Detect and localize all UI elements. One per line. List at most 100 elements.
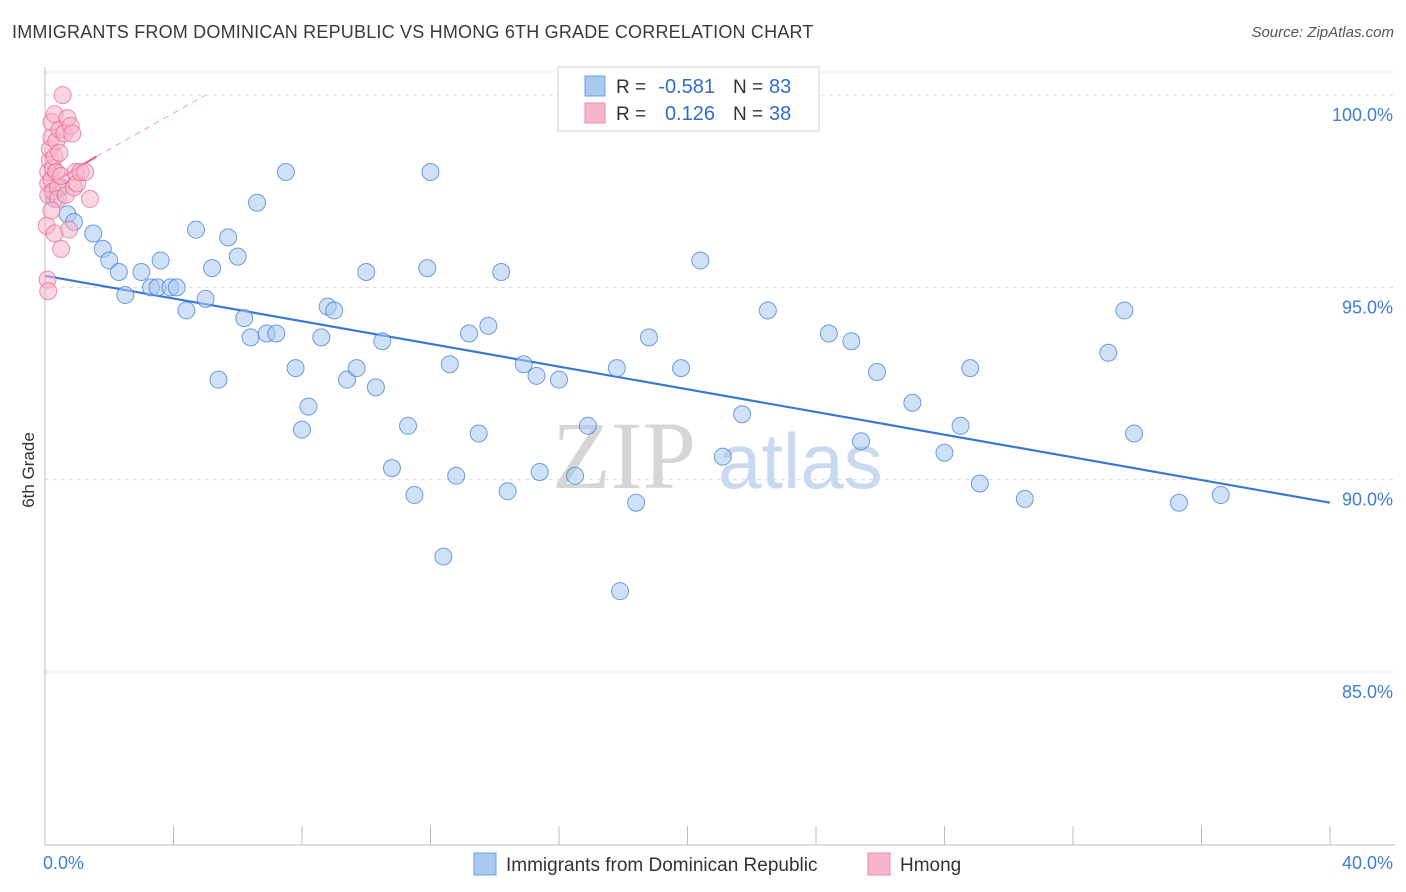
point-dominican	[961, 359, 980, 378]
y-axis-label: 6th Grade	[19, 432, 38, 508]
y-tick-label: 100.0%	[1332, 105, 1393, 125]
point-dominican	[337, 370, 356, 389]
point-hmong	[60, 220, 79, 239]
point-dominican	[691, 251, 710, 270]
point-dominican	[868, 362, 887, 381]
point-dominican	[578, 416, 597, 435]
point-hmong	[76, 162, 95, 181]
point-dominican	[399, 416, 418, 435]
point-dominican	[672, 359, 691, 378]
point-dominican	[248, 193, 267, 212]
point-dominican	[607, 359, 626, 378]
legend: Immigrants from Dominican Republic Hmong	[473, 852, 961, 876]
stats-r-label-1: R =	[616, 77, 646, 98]
point-dominican	[440, 355, 459, 374]
point-dominican	[970, 474, 989, 493]
legend-label-hmong: Hmong	[900, 855, 961, 876]
stats-r-value-2: 0.126	[665, 103, 715, 125]
point-dominican	[347, 359, 366, 378]
y-tick-label: 95.0%	[1342, 297, 1393, 317]
point-dominican	[382, 459, 401, 478]
y-tick-label: 85.0%	[1342, 682, 1393, 702]
point-dominican	[167, 278, 186, 297]
chart-title: IMMIGRANTS FROM DOMINICAN REPUBLIC VS HM…	[12, 22, 814, 42]
source-credit: Source: ZipAtlas.com	[1251, 24, 1394, 41]
point-dominican	[418, 259, 437, 278]
point-dominican	[151, 251, 170, 270]
stats-n-label-1: N =	[733, 77, 763, 98]
point-hmong	[39, 282, 58, 301]
point-hmong	[80, 189, 99, 208]
point-dominican	[492, 262, 511, 281]
stats-r-value-1: -0.581	[658, 76, 715, 98]
point-dominican	[421, 162, 440, 181]
y-tick-label: 90.0%	[1342, 490, 1393, 510]
point-hmong	[42, 201, 61, 220]
y-tick-labels: 85.0% 90.0% 95.0% 100.0%	[1332, 105, 1393, 702]
zipatlas-watermark: ZIP atlas	[552, 402, 883, 509]
watermark-atlas: atlas	[718, 417, 883, 505]
stats-n-value-2: 38	[769, 103, 791, 125]
watermark-zip: ZIP	[552, 402, 696, 509]
stats-r-label-2: R =	[616, 104, 646, 125]
stats-n-value-1: 83	[769, 76, 791, 98]
point-dominican	[405, 486, 424, 505]
point-dominican	[514, 355, 533, 374]
point-dominican	[935, 443, 954, 462]
point-dominican	[235, 309, 254, 328]
point-hmong	[63, 124, 82, 143]
x-tick-label-max: 40.0%	[1342, 853, 1393, 873]
data-points	[37, 86, 1230, 601]
point-dominican	[132, 262, 151, 281]
point-dominican	[203, 259, 222, 278]
legend-swatch-pink	[867, 852, 891, 876]
point-dominican	[566, 466, 585, 485]
point-dominican	[196, 289, 215, 308]
point-dominican	[903, 393, 922, 412]
point-dominican	[469, 424, 488, 443]
point-dominican	[758, 301, 777, 320]
point-dominican	[550, 370, 568, 389]
gridlines	[45, 71, 1395, 673]
point-dominican	[267, 324, 286, 343]
point-dominican	[116, 286, 135, 305]
point-dominican	[293, 420, 311, 439]
point-dominican	[498, 482, 517, 501]
point-dominican	[530, 462, 549, 481]
point-dominican	[286, 359, 305, 378]
point-dominican	[366, 378, 385, 397]
stats-swatch-pink	[584, 102, 606, 124]
point-dominican	[460, 324, 479, 343]
x-tick-label-min: 0.0%	[43, 853, 84, 873]
legend-label-dominican: Immigrants from Dominican Republic	[506, 855, 818, 876]
point-dominican	[713, 447, 732, 466]
point-dominican	[1125, 424, 1144, 443]
point-dominican	[447, 466, 466, 485]
stats-box: R = -0.581 N = 83 R = 0.126 N = 38	[557, 66, 820, 132]
point-dominican	[951, 416, 970, 435]
trendline-dominican	[44, 274, 1331, 504]
point-dominican	[851, 432, 870, 451]
point-dominican	[1099, 343, 1118, 362]
point-dominican	[733, 405, 752, 424]
point-dominican	[357, 262, 376, 281]
point-dominican	[100, 251, 119, 270]
point-hmong	[53, 86, 72, 105]
point-hmong	[52, 239, 71, 258]
legend-swatch-blue	[473, 852, 497, 876]
point-dominican	[219, 228, 238, 247]
point-dominican	[209, 370, 228, 389]
point-dominican	[1170, 493, 1189, 512]
point-dominican	[276, 162, 295, 181]
point-dominican	[177, 301, 196, 320]
point-dominican	[479, 316, 498, 335]
point-dominican	[611, 582, 630, 601]
stats-n-label-2: N =	[733, 104, 763, 125]
point-dominican	[842, 332, 861, 351]
point-dominican	[819, 324, 838, 343]
point-dominican	[186, 220, 205, 239]
point-dominican	[299, 397, 318, 416]
point-hmong	[50, 143, 69, 162]
point-dominican	[527, 366, 546, 385]
trendline-hmong-extension	[96, 94, 206, 158]
